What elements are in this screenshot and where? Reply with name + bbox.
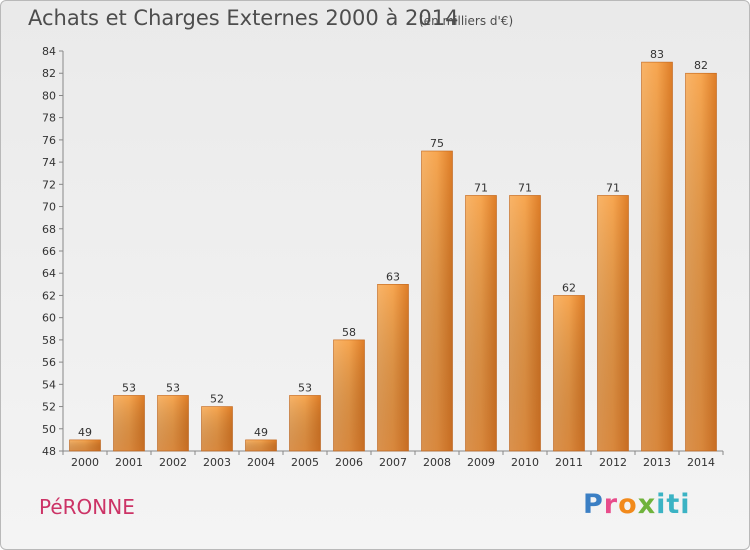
x-tick-label: 2000 bbox=[71, 456, 99, 469]
y-tick-label: 76 bbox=[42, 134, 56, 147]
x-tick-label: 2002 bbox=[159, 456, 187, 469]
y-tick-label: 68 bbox=[42, 223, 56, 236]
axes: 48 50 52 54 56 58 60 62 64 66 68 70 72 74 76 78 80 82 84 20… bbox=[42, 45, 724, 469]
bar-value-label: 53 bbox=[166, 381, 180, 394]
proxiti-logo: Proxiti bbox=[583, 489, 691, 520]
y-tick-label: 70 bbox=[42, 201, 56, 214]
bar-shade-2013 bbox=[641, 62, 673, 451]
y-tick-label: 52 bbox=[42, 401, 56, 414]
x-tick-label: 2014 bbox=[687, 456, 715, 469]
y-tick-label: 62 bbox=[42, 289, 56, 302]
bar-value-label: 71 bbox=[518, 181, 532, 194]
bar-shade-2003 bbox=[201, 406, 233, 451]
y-tick-label: 60 bbox=[42, 312, 56, 325]
bar-value-label: 53 bbox=[122, 381, 136, 394]
y-tick-label: 48 bbox=[42, 445, 56, 458]
y-tick-label: 72 bbox=[42, 178, 56, 191]
bar-value-label: 71 bbox=[606, 181, 620, 194]
x-tick-label: 2003 bbox=[203, 456, 231, 469]
x-tick-label: 2010 bbox=[511, 456, 539, 469]
bar-shade-2014 bbox=[685, 73, 717, 451]
bar-shade-2009 bbox=[465, 195, 497, 451]
y-tick-label: 80 bbox=[42, 89, 56, 102]
y-tick-label: 78 bbox=[42, 112, 56, 125]
x-tick-label: 2009 bbox=[467, 456, 495, 469]
bar-shade-2004 bbox=[245, 439, 277, 451]
y-tick-label: 58 bbox=[42, 334, 56, 347]
x-tick-label: 2008 bbox=[423, 456, 451, 469]
bar-shade-2012 bbox=[597, 195, 629, 451]
commune-name: PéRONNE bbox=[39, 495, 135, 519]
y-tick-label: 84 bbox=[42, 45, 56, 58]
x-tick-label: 2012 bbox=[599, 456, 627, 469]
x-tick-label: 2011 bbox=[555, 456, 583, 469]
x-tick-label: 2007 bbox=[379, 456, 407, 469]
y-tick-label: 64 bbox=[42, 267, 56, 280]
bar-value-label: 52 bbox=[210, 393, 224, 406]
y-tick-label: 50 bbox=[42, 423, 56, 436]
bar-shade-2007 bbox=[377, 284, 409, 451]
x-tick-label: 2005 bbox=[291, 456, 319, 469]
x-tick-label: 2004 bbox=[247, 456, 275, 469]
bar-shade-2000 bbox=[69, 439, 101, 451]
bars: 49 53 53 52 49 53 58 63 75 71 71 62 71 83 82 bbox=[69, 48, 717, 452]
x-tick-label: 2013 bbox=[643, 456, 671, 469]
bar-shade-2006 bbox=[333, 339, 365, 451]
chart-subtitle: (en milliers d'€) bbox=[419, 14, 514, 28]
bar-shade-2008 bbox=[421, 151, 453, 451]
y-tick-label: 74 bbox=[42, 156, 56, 169]
bar-value-label: 82 bbox=[694, 59, 708, 72]
bar-value-label: 63 bbox=[386, 270, 400, 283]
x-tick-label: 2001 bbox=[115, 456, 143, 469]
bar-value-label: 75 bbox=[430, 137, 444, 150]
bar-value-label: 49 bbox=[78, 426, 92, 439]
bar-value-label: 58 bbox=[342, 326, 356, 339]
bar-shade-2001 bbox=[113, 395, 145, 451]
bar-value-label: 71 bbox=[474, 181, 488, 194]
bar-value-label: 53 bbox=[298, 381, 312, 394]
y-tick-label: 56 bbox=[42, 356, 56, 369]
bar-shade-2010 bbox=[509, 195, 541, 451]
y-tick-label: 66 bbox=[42, 245, 56, 258]
bar-shade-2002 bbox=[157, 395, 189, 451]
bar-value-label: 49 bbox=[254, 426, 268, 439]
y-tick-label: 54 bbox=[42, 378, 56, 391]
bar-value-label: 62 bbox=[562, 281, 576, 294]
x-tick-label: 2006 bbox=[335, 456, 363, 469]
y-tick-label: 82 bbox=[42, 67, 56, 80]
chart-title: Achats et Charges Externes 2000 à 2014 bbox=[28, 6, 459, 30]
bar-value-label: 83 bbox=[650, 48, 664, 61]
bar-shade-2011 bbox=[553, 295, 585, 451]
bar-shade-2005 bbox=[289, 395, 321, 451]
